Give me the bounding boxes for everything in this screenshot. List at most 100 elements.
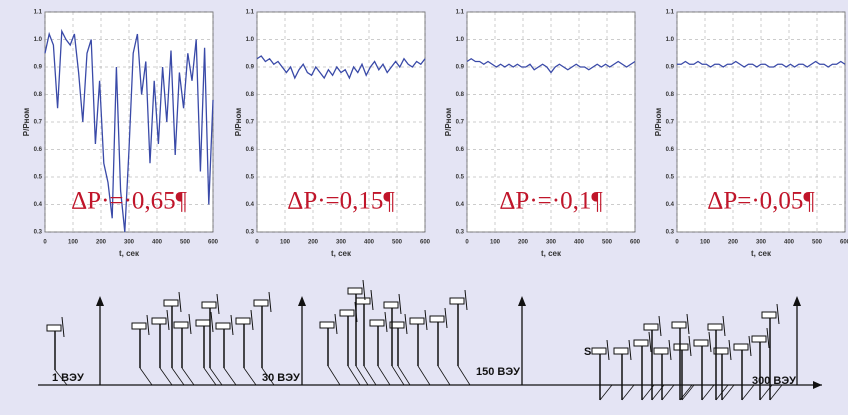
turbine-nacelle [355, 297, 371, 305]
y-tick-label: 1.0 [456, 37, 465, 43]
turbine-nacelle [449, 297, 465, 305]
turbine-nacelle [173, 321, 189, 329]
x-tick-label: 400 [152, 240, 163, 246]
turbine-nacelle [693, 339, 709, 347]
turbine-nacelle [347, 287, 363, 295]
turbine-blade [250, 309, 254, 331]
turbine-link [769, 384, 783, 401]
turbine-link [181, 367, 195, 386]
x-tick-label: 200 [518, 240, 529, 246]
x-tick-label: 600 [840, 240, 848, 246]
x-tick-label: 100 [68, 240, 79, 246]
turbine-nacelle [253, 299, 269, 307]
x-tick-label: 500 [812, 240, 823, 246]
x-tick-label: 600 [420, 240, 431, 246]
y-axis-label: P/Pном [22, 108, 31, 137]
turbine-link [347, 365, 361, 386]
turbine-blade [424, 309, 428, 331]
turbine-link [715, 384, 729, 401]
turbine-blade [398, 293, 402, 315]
turbine-nacelle [151, 317, 167, 325]
y-tick-label: 0.4 [666, 202, 675, 208]
x-tick-label: 300 [546, 240, 557, 246]
turbine-nacelle [733, 343, 749, 351]
symbol-label: S [584, 346, 591, 358]
y-tick-label: 0.6 [34, 147, 43, 153]
turbine-blade [216, 293, 220, 315]
turbine-nacelle [761, 311, 777, 319]
turbine-link [363, 365, 377, 386]
y-tick-label: 0.8 [456, 92, 465, 98]
count-label: 1 ВЭУ [52, 372, 84, 384]
data-line [44, 28, 214, 233]
x-axis-label: t, сек [119, 249, 140, 258]
y-tick-label: 0.8 [666, 92, 675, 98]
y-axis-label: P/Pном [654, 108, 663, 137]
turbine-link [209, 367, 223, 386]
y-tick-label: 0.6 [456, 147, 465, 153]
y-tick-label: 0.9 [456, 65, 465, 71]
y-tick-label: 0.3 [666, 230, 675, 236]
turbine-blade [188, 313, 192, 335]
turbine-link [651, 384, 665, 401]
turbine-link [457, 365, 471, 386]
x-tick-label: 100 [700, 240, 711, 246]
turbine-blade [178, 291, 182, 313]
y-tick-label: 0.8 [34, 92, 43, 98]
turbine-link [679, 384, 693, 401]
turbine-link [223, 367, 237, 386]
y-tick-label: 0.9 [666, 65, 675, 71]
x-tick-label: 400 [784, 240, 795, 246]
turbine-nacelle [751, 335, 767, 343]
x-tick-label: 500 [392, 240, 403, 246]
x-tick-label: 0 [675, 240, 679, 246]
x-tick-label: 0 [43, 240, 47, 246]
turbine-link [203, 367, 217, 386]
turbine-nacelle [409, 317, 425, 325]
turbine-nacelle [369, 319, 385, 327]
y-tick-label: 1.1 [456, 10, 465, 16]
turbine-blade [61, 316, 65, 338]
turbine-blade [210, 311, 214, 333]
arrow-head [518, 296, 526, 306]
turbine-nacelle [383, 301, 399, 309]
turbine-blade [464, 289, 468, 311]
annotation: ΔP·=·0,1¶ [499, 188, 603, 215]
turbine-nacelle [163, 299, 179, 307]
y-tick-label: 0.3 [34, 230, 43, 236]
turbine-nacelle [713, 347, 729, 355]
turbine-nacelle [389, 321, 405, 329]
annotation: ΔP=·0,05¶ [707, 188, 815, 215]
y-tick-label: 0.8 [246, 92, 255, 98]
y-tick-label: 1.0 [246, 37, 255, 43]
x-axis-label: t, сек [541, 249, 562, 258]
turbine-blade [370, 289, 374, 311]
turbine-link [621, 384, 635, 401]
y-tick-label: 0.4 [34, 202, 43, 208]
turbine-nacelle [195, 319, 211, 327]
y-tick-label: 0.6 [666, 147, 675, 153]
turbine-blade [404, 313, 408, 335]
turbine-nacelle [633, 339, 649, 347]
turbine-nacelle [673, 343, 689, 351]
turbine-blade [648, 331, 652, 353]
x-tick-label: 200 [96, 240, 107, 246]
turbine-link [171, 367, 185, 386]
arrow-head [96, 296, 104, 306]
y-tick-label: 1.1 [34, 10, 43, 16]
x-tick-label: 300 [756, 240, 767, 246]
turbine-nacelle [707, 323, 723, 331]
x-tick-label: 0 [465, 240, 469, 246]
turbine-blade [686, 313, 690, 335]
x-tick-label: 500 [602, 240, 613, 246]
x-tick-label: 500 [180, 240, 191, 246]
y-tick-label: 1.0 [34, 37, 43, 43]
arrow-head [298, 296, 306, 306]
turbine-link [599, 384, 613, 401]
turbine-blade [728, 339, 732, 361]
turbine-blade [658, 315, 662, 337]
y-tick-label: 1.1 [666, 10, 675, 16]
y-tick-label: 0.9 [34, 65, 43, 71]
y-tick-label: 0.6 [246, 147, 255, 153]
